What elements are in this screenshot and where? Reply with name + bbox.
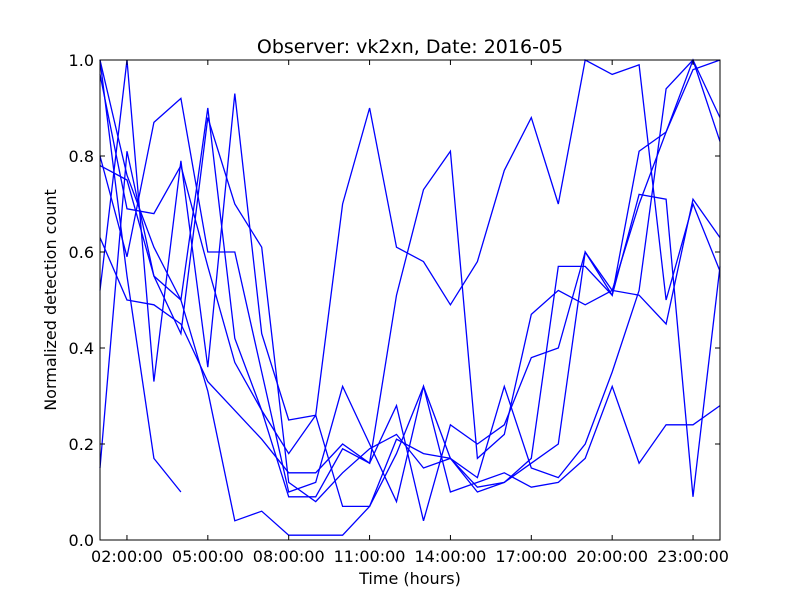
series-line-8 (99, 59, 721, 521)
series-line-4 (99, 59, 721, 455)
x-axis: 02:00:00 05:00:00 08:00:00 11:00:00 14:00:00… (91, 60, 729, 566)
y-tick-label: 0.2 (69, 435, 94, 454)
x-tick-label: 05:00:00 (172, 547, 244, 566)
series-line-6 (99, 165, 721, 536)
y-axis: 0.0 0.2 0.4 0.6 0.8 1.0 (69, 51, 720, 550)
x-tick-label: 20:00:00 (576, 547, 648, 566)
series-layer (99, 58, 721, 536)
x-tick-label: 08:00:00 (253, 547, 325, 566)
chart-title: Observer: vk2xn, Date: 2016-05 (257, 36, 563, 58)
x-tick-label: 23:00:00 (657, 547, 729, 566)
x-tick-label: 17:00:00 (495, 547, 567, 566)
y-axis-label: Normalized detection count (41, 189, 60, 411)
y-tick-label: 0.0 (69, 531, 94, 550)
series-line-5 (99, 117, 721, 503)
series-line-7 (99, 58, 721, 504)
x-tick-label: 02:00:00 (91, 547, 163, 566)
x-tick-label: 11:00:00 (334, 547, 406, 566)
y-tick-label: 0.8 (69, 147, 94, 166)
y-tick-label: 0.6 (69, 243, 94, 262)
x-axis-label: Time (hours) (358, 569, 461, 588)
series-line-1 (99, 59, 182, 493)
plot-frame (99, 59, 721, 541)
y-tick-label: 0.4 (69, 339, 94, 358)
x-tick-label: 14:00:00 (415, 547, 487, 566)
y-tick-label: 1.0 (69, 51, 94, 70)
series-line-3 (99, 149, 721, 474)
